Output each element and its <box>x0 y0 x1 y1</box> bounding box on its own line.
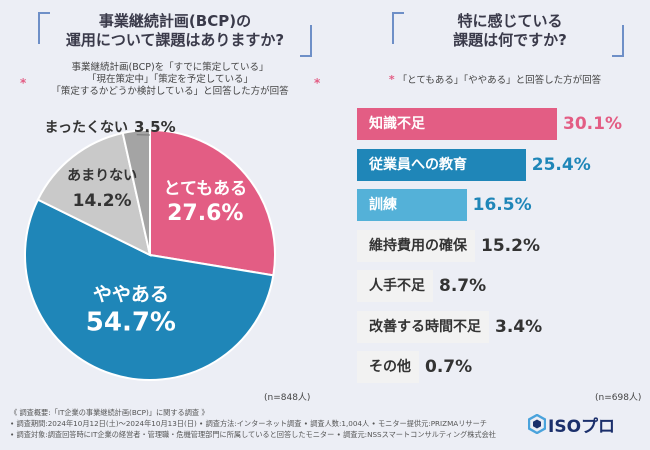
hexagon-logo-icon <box>528 414 546 434</box>
question-bracket-right <box>300 25 312 57</box>
bar-fill <box>357 270 433 302</box>
pie-category-label: まったくない <box>45 120 128 136</box>
bar-fill <box>357 351 419 383</box>
left-question-line1: 事業継続計画(BCP)の <box>98 12 252 30</box>
brand-logo: ISOプロ <box>548 417 616 437</box>
left-note-line3: 「策定するかどうか検討している」と回答した方が回答 <box>51 86 289 97</box>
right-question-line2: 課題は何ですか? <box>453 31 567 49</box>
bar-value-label: 30.1% <box>563 114 622 134</box>
asterisk-icon: * <box>20 76 27 90</box>
pie-slice-2 <box>36 131 152 257</box>
bar-row: 知識不足 30.1% <box>357 108 637 140</box>
bar-fill <box>357 108 557 140</box>
bar-category-label: 知識不足 <box>369 116 425 132</box>
right-note-text: 「とてもある」「ややある」と回答した方が回答 <box>397 75 602 86</box>
pie-slice-3 <box>121 128 151 256</box>
bar-value-label: 3.4% <box>495 316 543 337</box>
question-bracket-right <box>612 25 624 57</box>
bar-value-label: 25.4% <box>531 154 591 175</box>
pie-value-label: 54.7% <box>86 308 176 338</box>
pie-value-label: 27.6% <box>167 201 243 226</box>
bar-fill <box>357 229 475 262</box>
left-respondent-note: 事業継続計画(BCP)を「すでに策定している」 「現在策定中」「策定を予定してい… <box>25 62 315 98</box>
bar-fill <box>357 310 489 343</box>
bar-row: 人手不足 8.7% <box>357 270 637 302</box>
bar-row: 維持費用の確保 15.2% <box>357 229 637 262</box>
pie-category-label: あまりない <box>67 168 137 184</box>
bar-category-label: その他 <box>369 359 411 375</box>
bar-value-label: 0.7% <box>425 357 473 377</box>
pie-slice-0 <box>149 128 276 277</box>
asterisk-icon: * <box>388 73 395 86</box>
right-question-line1: 特に感じている <box>457 12 563 30</box>
right-sample-size: (n=698人) <box>595 393 642 403</box>
footer-line3: • 調査対象:調査回答時にIT企業の経営者・管理職・危機管理部門に所属していると… <box>10 430 496 439</box>
survey-footer: 《 調査概要:「IT企業の事業継続計画(BCP)」に関する調査 》 • 調査期間… <box>10 407 496 440</box>
bar-category-label: 改善する時間不足 <box>369 318 481 335</box>
bar-fill <box>357 148 526 181</box>
bar-row: 訓練 16.5% <box>357 189 637 221</box>
pie-category-label: ややある <box>93 284 169 306</box>
bar-category-label: 人手不足 <box>369 278 425 294</box>
bar-row: 改善する時間不足 3.4% <box>357 310 637 343</box>
asterisk-icon: * <box>314 76 321 90</box>
footer-line2: • 調査期間:2024年10月12日(土)〜2024年10月13日(日) • 調… <box>10 419 487 428</box>
bar-row: 従業員への教育 25.4% <box>357 148 637 181</box>
question-bracket-left <box>392 12 404 44</box>
pie-slice-1 <box>24 198 275 381</box>
bar-fill <box>357 189 467 221</box>
pie-category-label: とてもある <box>163 179 247 199</box>
left-sample-size: (n=848人) <box>264 393 311 403</box>
pie-value-label: 3.5% <box>134 118 176 136</box>
right-respondent-note: * 「とてもある」「ややある」と回答した方が回答 <box>355 72 635 86</box>
right-question-title: 特に感じている 課題は何ですか? <box>410 12 610 50</box>
bar-category-label: 維持費用の確保 <box>369 237 467 254</box>
bar-value-label: 16.5% <box>472 195 532 215</box>
footer-line1: 《 調査概要:「IT企業の事業継続計画(BCP)」に関する調査 》 <box>10 408 209 417</box>
left-note-line2: 「現在策定中」「策定を予定している」 <box>87 74 253 85</box>
bar-category-label: 訓練 <box>369 197 397 213</box>
bar-category-label: 従業員への教育 <box>369 156 467 173</box>
left-question-title: 事業継続計画(BCP)の 運用について課題はありますか? <box>55 12 295 50</box>
pie-value-label: 14.2% <box>73 191 132 211</box>
question-bracket-left <box>38 12 50 44</box>
bar-value-label: 15.2% <box>481 235 540 256</box>
left-question-line2: 運用について課題はありますか? <box>65 31 285 49</box>
bar-row: その他 0.7% <box>357 351 637 383</box>
left-note-line1: 事業継続計画(BCP)を「すでに策定している」 <box>71 62 269 73</box>
bar-value-label: 8.7% <box>439 276 487 296</box>
